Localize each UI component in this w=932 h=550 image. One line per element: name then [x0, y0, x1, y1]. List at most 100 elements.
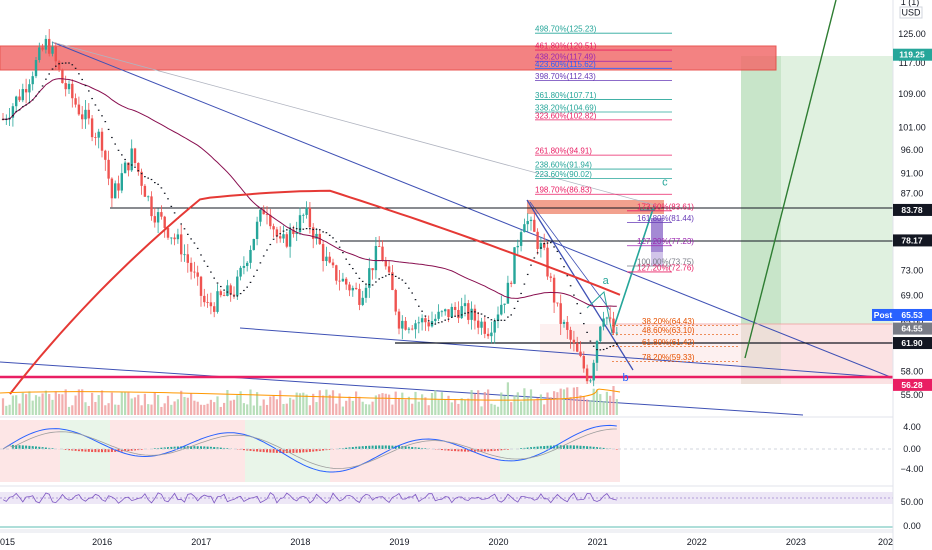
candle-body: [513, 247, 516, 284]
macd-hist-bar: [140, 449, 143, 450]
volume-bar: [143, 393, 146, 415]
ma-fast-dot: [279, 233, 281, 235]
volume-bar: [140, 405, 143, 415]
volume-bar: [612, 386, 615, 415]
macd-hist-bar: [282, 449, 285, 454]
volume-bar: [602, 401, 605, 415]
chart-drawings[interactable]: [0, 0, 894, 416]
candle-body: [199, 276, 203, 296]
ma-fast-dot: [173, 212, 176, 214]
ma-fast-dot: [38, 91, 41, 93]
volume-bar: [341, 406, 344, 415]
macd-hist-bar: [18, 445, 21, 449]
ma-fast-dot: [609, 345, 611, 348]
ma-fast-dot: [526, 273, 529, 276]
ma-fast-dot: [404, 282, 407, 284]
macd-hist-bar: [569, 445, 572, 449]
fib-level-label: 161.80%(81.44): [637, 214, 694, 223]
candle-body: [364, 287, 368, 298]
volume-bar: [94, 401, 97, 415]
candle-body: [84, 109, 87, 120]
macd-hist-bar: [295, 449, 298, 453]
macd-hist-bar: [592, 446, 595, 449]
price-axis[interactable]: 1 (1)USD 125.00 117.00 109.00 101.00 96.00 91.…: [872, 0, 932, 550]
price-tick-label: 69.00: [901, 290, 924, 300]
fib-level-label: 423.60%(115.62): [535, 60, 596, 69]
time-tick-label: 2022: [687, 537, 707, 547]
volume-bar: [8, 404, 11, 415]
macd-hist-bar: [371, 445, 374, 449]
macd-hist-bar: [381, 445, 384, 449]
candle-body: [387, 266, 391, 273]
macd-hist-bar: [71, 449, 74, 451]
volume-bar: [64, 389, 67, 415]
ma-fast-dot: [319, 229, 321, 231]
candle-body: [242, 265, 246, 268]
macd-hist-bar: [272, 449, 275, 453]
volume-bar: [256, 392, 259, 415]
volume-bar: [1, 398, 5, 415]
ma-fast-dot: [114, 143, 116, 145]
ma-fast-dot: [559, 258, 562, 260]
macd-hist-bar: [421, 447, 424, 449]
ma-fast-dot: [223, 289, 225, 291]
ma-fast-dot: [91, 97, 93, 100]
volume-bar: [298, 393, 302, 415]
ma-fast-dot: [160, 187, 163, 189]
candle-body: [21, 89, 24, 101]
macd-hist-bar: [424, 448, 427, 449]
ma-fast-dot: [464, 312, 466, 314]
volume-bar: [477, 390, 480, 415]
macd-tick-label: −4.00: [901, 464, 924, 474]
time-axis[interactable]: 015 2016 2017 2018 2019 2020 2021 2022 2023 202: [0, 531, 893, 547]
macd-hist-bar: [596, 447, 598, 449]
macd-hist-bar: [523, 447, 526, 449]
volume-bar: [430, 392, 434, 415]
macd-hist-bar: [25, 445, 28, 449]
candle-body: [506, 282, 510, 304]
ma-fast-dot: [345, 258, 347, 260]
ma-fast-dot: [266, 249, 268, 251]
volume-bar: [180, 390, 183, 415]
candle-body: [516, 245, 519, 248]
candle-body: [298, 215, 302, 233]
macd-signal-line: [2, 428, 617, 469]
macd-shade: [560, 420, 620, 482]
candle-body: [15, 96, 18, 107]
volume-bar: [569, 397, 572, 415]
candle-body: [381, 246, 384, 261]
macd-hist-bar: [315, 449, 318, 452]
candle-body: [444, 309, 447, 312]
candle-body: [292, 229, 295, 235]
ma-fast-dot: [272, 238, 275, 240]
volume-bar: [246, 404, 249, 415]
macd-hist-bar: [64, 449, 67, 450]
ma-fast-dot: [243, 289, 245, 292]
ma-fast-dot: [338, 246, 341, 248]
candle-body: [378, 246, 381, 247]
macd-hist-bar: [384, 445, 387, 449]
ma-fast-dot: [144, 176, 146, 178]
ma-fast-dot: [97, 109, 100, 111]
ma-fast-dot: [480, 313, 483, 315]
macd-hist-bar: [167, 447, 169, 449]
ma-fast-dot: [398, 277, 400, 279]
ma-fast-dot: [121, 154, 123, 156]
candle-body: [325, 256, 328, 262]
macd-hist-bar: [576, 445, 579, 449]
price-tick-label: 73.00: [901, 266, 924, 276]
ma-fast-dot: [606, 347, 608, 350]
macd-hist-bar: [493, 449, 496, 451]
volume-bar: [170, 404, 173, 415]
candle-body: [282, 234, 285, 239]
candle-body: [57, 61, 61, 70]
post-tag: [872, 308, 894, 321]
candle-body: [569, 329, 572, 340]
candle-body: [328, 256, 331, 263]
macd-hist-bar: [553, 445, 556, 449]
price-tick-label: 125.00: [898, 29, 926, 39]
volume-bar: [249, 389, 252, 415]
macd-hist-bar: [318, 449, 321, 451]
candle-body: [473, 308, 477, 321]
